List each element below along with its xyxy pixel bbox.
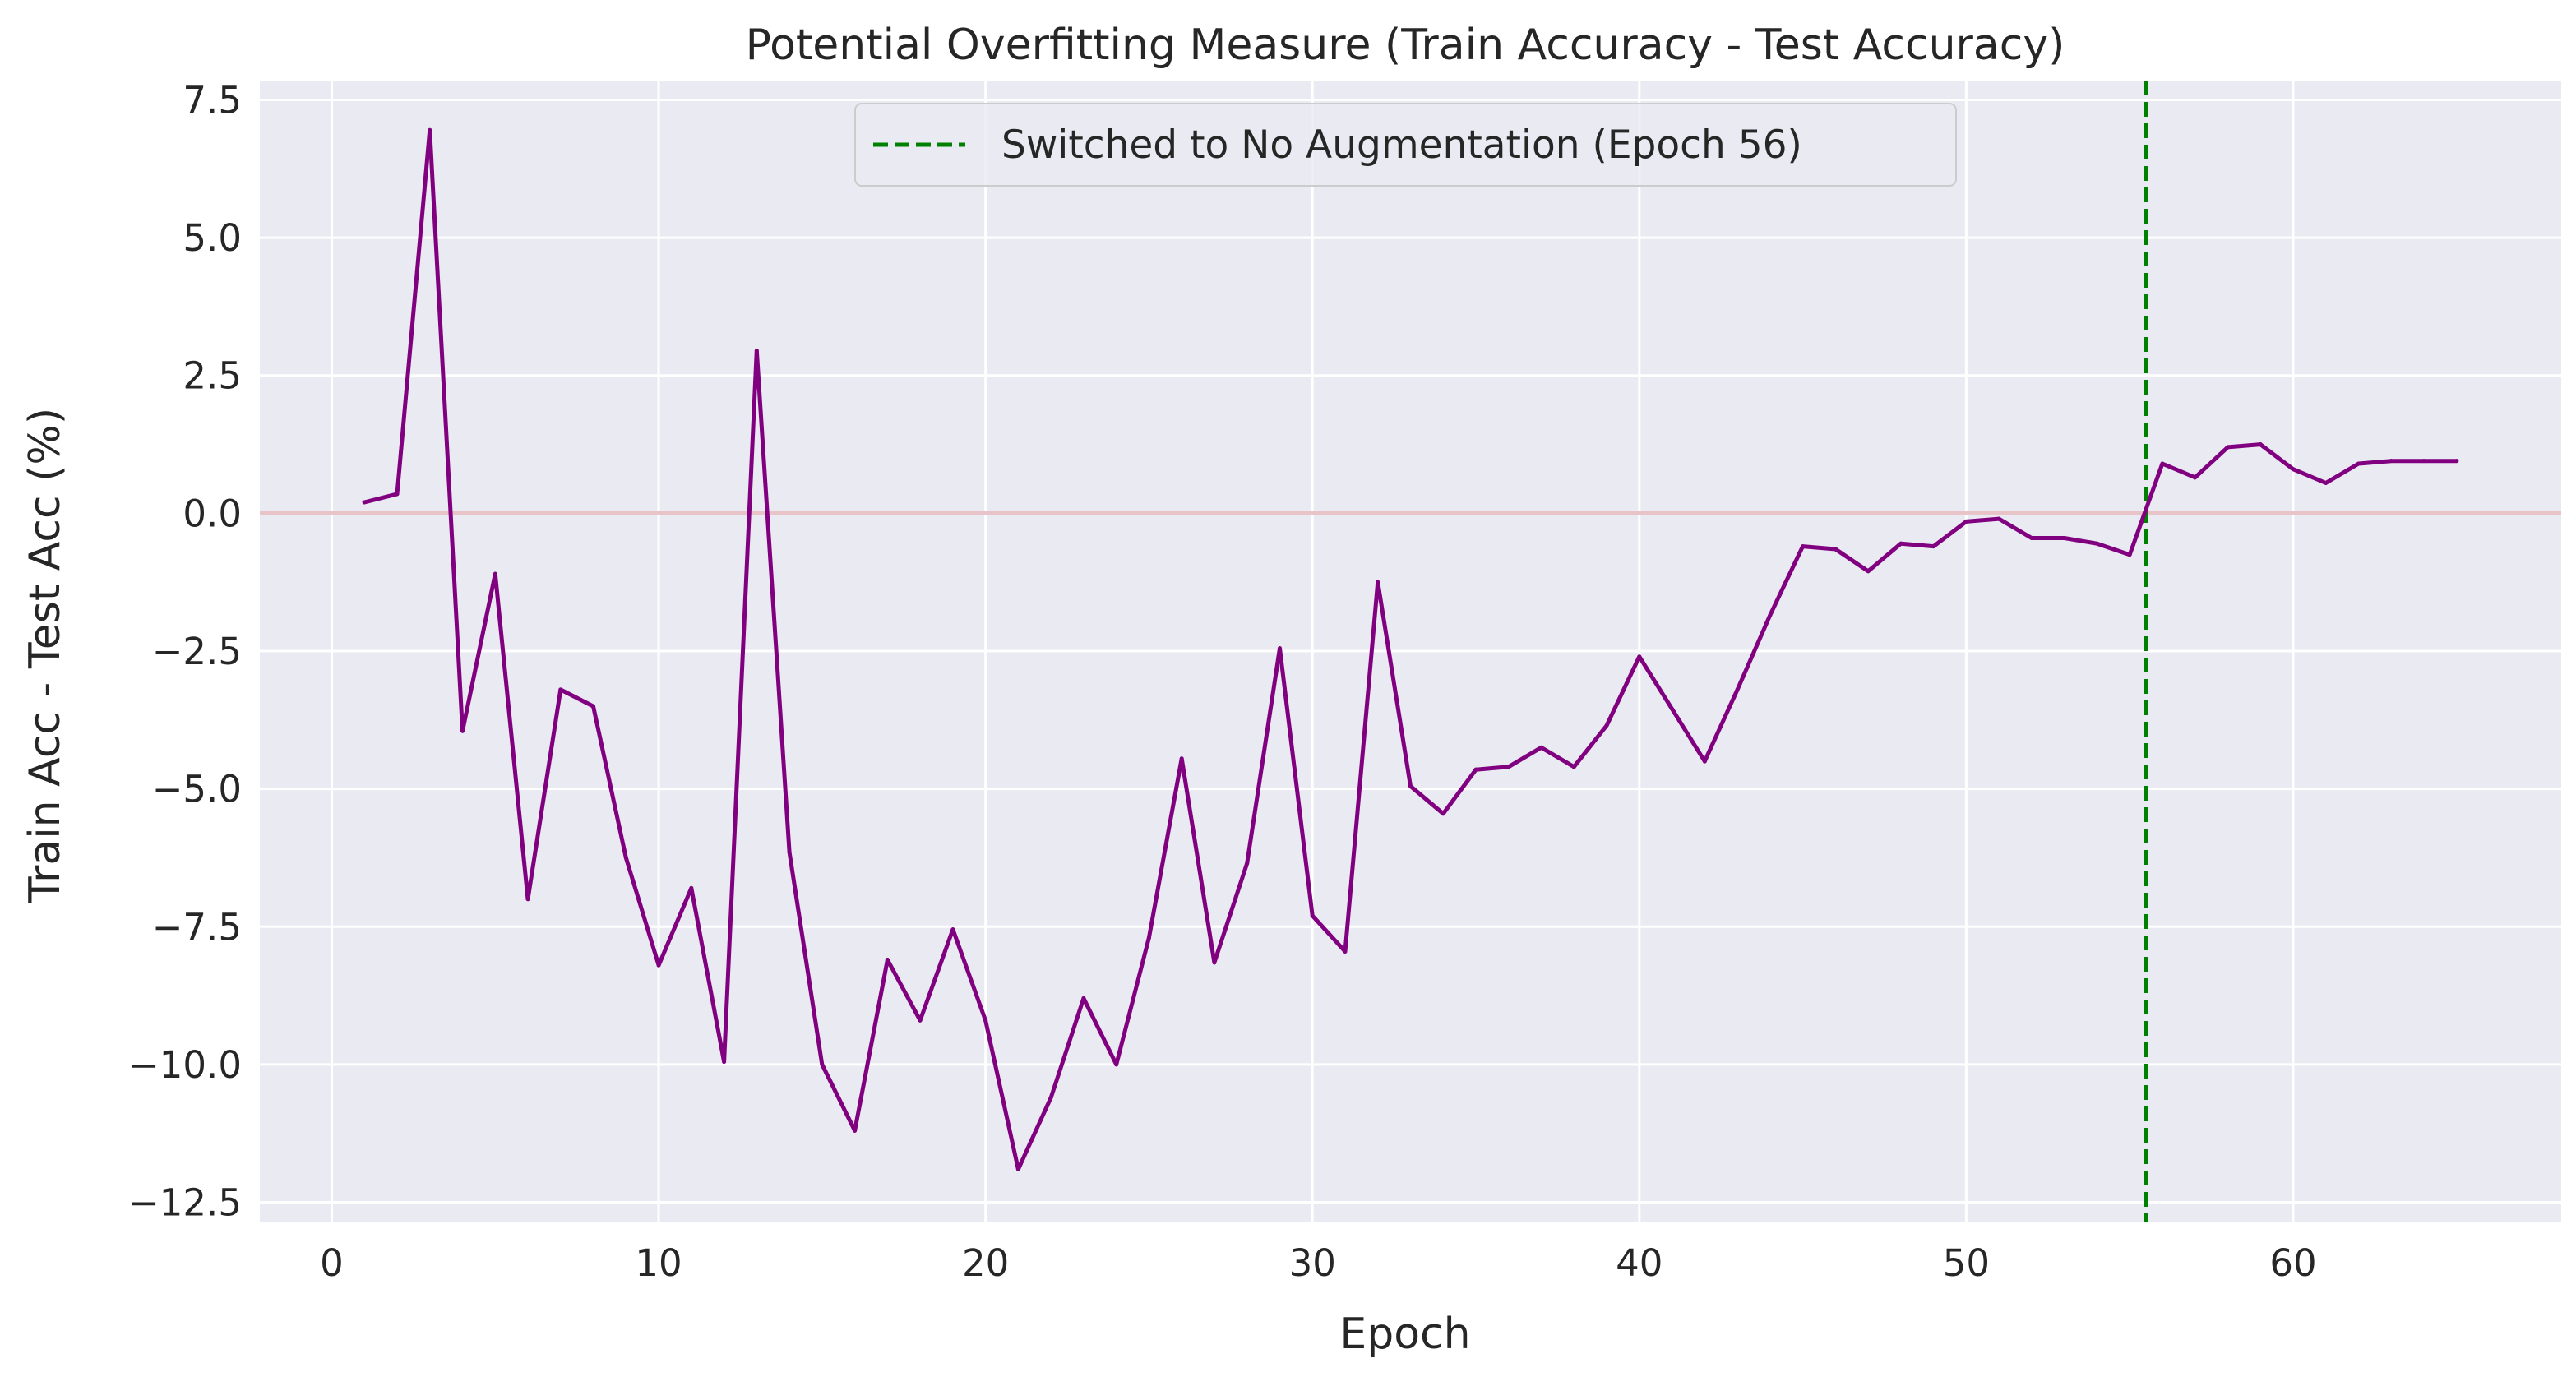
data-point [1670,706,1675,711]
data-point [1343,949,1348,954]
data-point [1310,913,1315,918]
data-point [1376,580,1380,584]
data-point [1441,811,1445,816]
data-point [525,897,530,902]
data-point [623,855,628,860]
y-tick-label: 2.5 [183,354,242,398]
data-point [2225,445,2230,450]
data-point [1898,541,1903,546]
data-point [1212,960,1217,965]
data-point [460,728,465,733]
data-point [2062,536,2067,541]
x-tick-label: 20 [962,1241,1009,1285]
data-point [1539,745,1544,750]
data-point [1931,544,1936,549]
data-point [983,1018,988,1023]
data-point [362,500,367,505]
data-point [2193,475,2198,480]
data-point [2094,541,2099,546]
data-point [820,1062,825,1067]
x-tick-label: 60 [2269,1241,2316,1285]
data-point [395,492,400,497]
legend: Switched to No Augmentation (Epoch 56) [854,103,1957,187]
data-point [1473,767,1478,772]
y-tick-label: −10.0 [128,1043,242,1087]
data-point [853,1128,858,1133]
data-point [1048,1095,1053,1100]
data-point [1833,547,1838,552]
data-point [689,885,694,890]
x-tick-label: 50 [1943,1241,1990,1285]
data-point [1506,765,1511,769]
data-point [428,127,432,132]
data-point [1963,519,1968,524]
data-point [1702,759,1707,764]
y-tick-label: 7.5 [183,78,242,122]
data-point [2389,459,2393,464]
y-tick-label: −12.5 [128,1181,242,1225]
x-axis-title: Epoch [1339,1310,1470,1359]
data-point [1146,936,1151,940]
reference-lines [260,81,2561,1222]
data-point [1245,861,1250,866]
x-tick-label: 0 [320,1241,344,1285]
x-tick-label: 30 [1289,1241,1336,1285]
data-point [754,349,759,353]
data-point [885,957,890,962]
data-point [1866,569,1871,574]
data-point [950,927,955,932]
data-point [558,687,563,692]
data-point [1768,612,1773,617]
data-point [1735,687,1740,692]
data-point [2258,442,2263,447]
y-tick-label: −2.5 [152,630,242,673]
data-point [2291,467,2296,472]
y-tick-label: −7.5 [152,905,242,949]
data-point [722,1060,727,1065]
data-point [656,963,661,968]
data-point [1081,996,1086,1000]
data-point [591,704,596,709]
data-point [1571,765,1576,769]
chart-title: Potential Overfitting Measure (Train Acc… [746,21,2065,70]
x-tick-label: 10 [635,1241,682,1285]
data-point [1801,544,1806,549]
data-point [1996,516,2001,521]
data-point [2160,461,2165,466]
legend-label: Switched to No Augmentation (Epoch 56) [1001,122,1802,168]
data-point [2421,459,2426,464]
y-tick-label: −5.0 [152,768,242,811]
data-point [1604,723,1609,728]
data-point [787,850,792,855]
x-tick-labels: 0 10 20 30 40 50 60 [320,1241,2316,1285]
legend-box [854,103,1957,187]
y-tick-labels: 7.5 5.0 2.5 0.0 −2.5 −5.0 −7.5 −10.0 −12.5 [128,78,242,1224]
data-point [2454,459,2459,464]
y-tick-label: 5.0 [183,216,242,260]
data-point [493,571,497,576]
data-point [2127,552,2132,557]
data-point [1179,756,1184,761]
data-point [2029,536,2034,541]
x-tick-label: 40 [1616,1241,1663,1285]
y-tick-label: 0.0 [183,492,242,535]
data-point [2356,461,2361,466]
data-point [1114,1062,1119,1067]
data-point [1637,654,1642,659]
data-point [1277,646,1282,651]
series-layer [362,127,2459,1171]
y-axis-title: Train Acc - Test Acc (%) [21,408,70,903]
data-point [1015,1167,1020,1171]
data-point [918,1018,923,1023]
data-point [2324,480,2329,485]
data-point [1408,783,1413,788]
